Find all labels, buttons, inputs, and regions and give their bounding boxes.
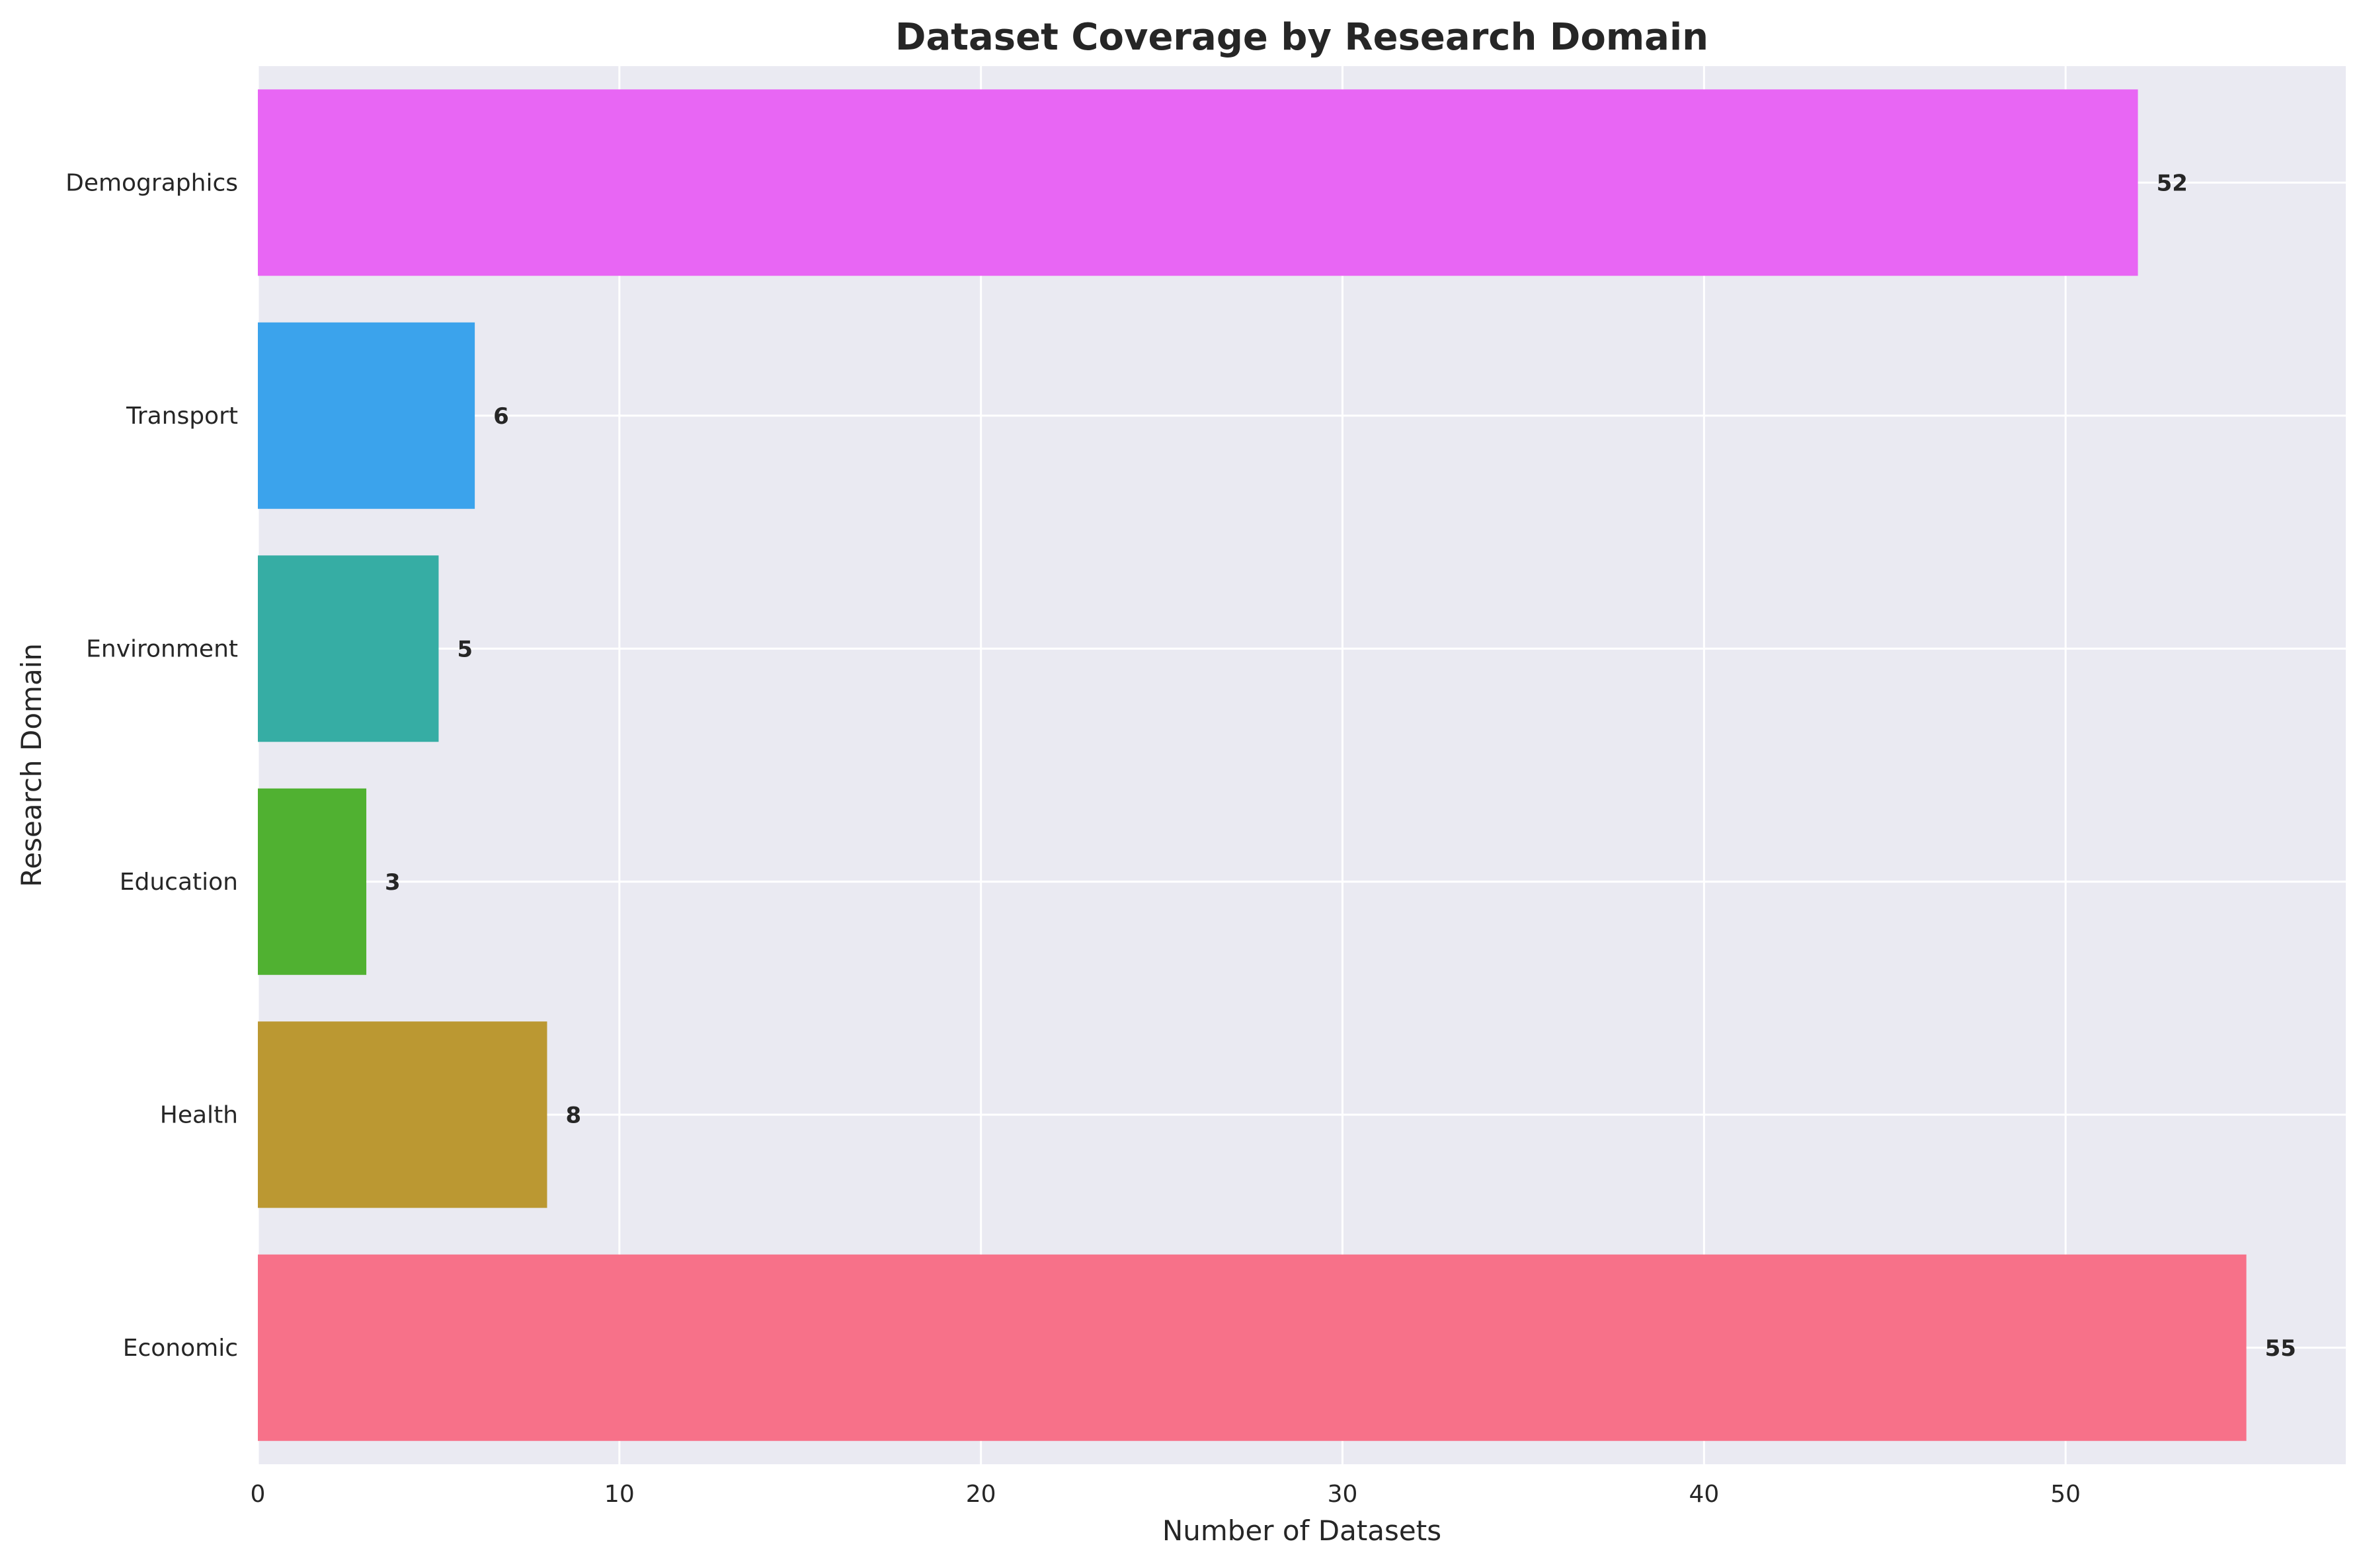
value-labels-group: 55 8 3 5 6 52 [385, 170, 2296, 1362]
x-tick-label-3: 30 [1328, 1481, 1358, 1508]
x-tick-label-5: 50 [2050, 1481, 2081, 1508]
x-tick-label-0: 0 [251, 1481, 266, 1508]
value-label-health: 8 [565, 1102, 581, 1128]
y-tick-label-health: Health [160, 1101, 238, 1128]
bar-environment [258, 555, 439, 742]
y-tick-label-demographics: Demographics [65, 169, 238, 196]
value-label-demographics: 52 [2157, 170, 2188, 196]
y-tick-labels-group: Economic Health Education Environment Transp… [65, 169, 238, 1362]
x-tick-label-2: 20 [966, 1481, 996, 1508]
x-tick-label-4: 40 [1689, 1481, 1719, 1508]
value-label-transport: 6 [493, 403, 509, 430]
plot-background [258, 66, 2346, 1464]
bar-transport [258, 322, 475, 509]
y-tick-label-economic: Economic [123, 1335, 238, 1362]
value-label-economic: 55 [2265, 1335, 2296, 1362]
chart-title: Dataset Coverage by Research Domain [895, 16, 1708, 59]
y-tick-label-environment: Environment [86, 635, 238, 662]
y-tick-label-transport: Transport [126, 403, 238, 430]
bar-education [258, 788, 367, 975]
bars-group [258, 89, 2247, 1441]
grid-lines [257, 66, 2346, 1464]
x-tick-labels-group: 0 10 20 30 40 50 [251, 1481, 2081, 1508]
x-axis-label: Number of Datasets [1162, 1514, 1441, 1547]
bar-economic [258, 1254, 2247, 1441]
value-label-education: 3 [385, 869, 401, 896]
y-axis-label: Research Domain [15, 643, 48, 887]
bar-demographics [258, 89, 2138, 276]
x-tick-label-1: 10 [604, 1481, 635, 1508]
value-label-environment: 5 [457, 636, 473, 662]
bar-health [258, 1021, 547, 1208]
y-tick-label-education: Education [120, 869, 238, 896]
